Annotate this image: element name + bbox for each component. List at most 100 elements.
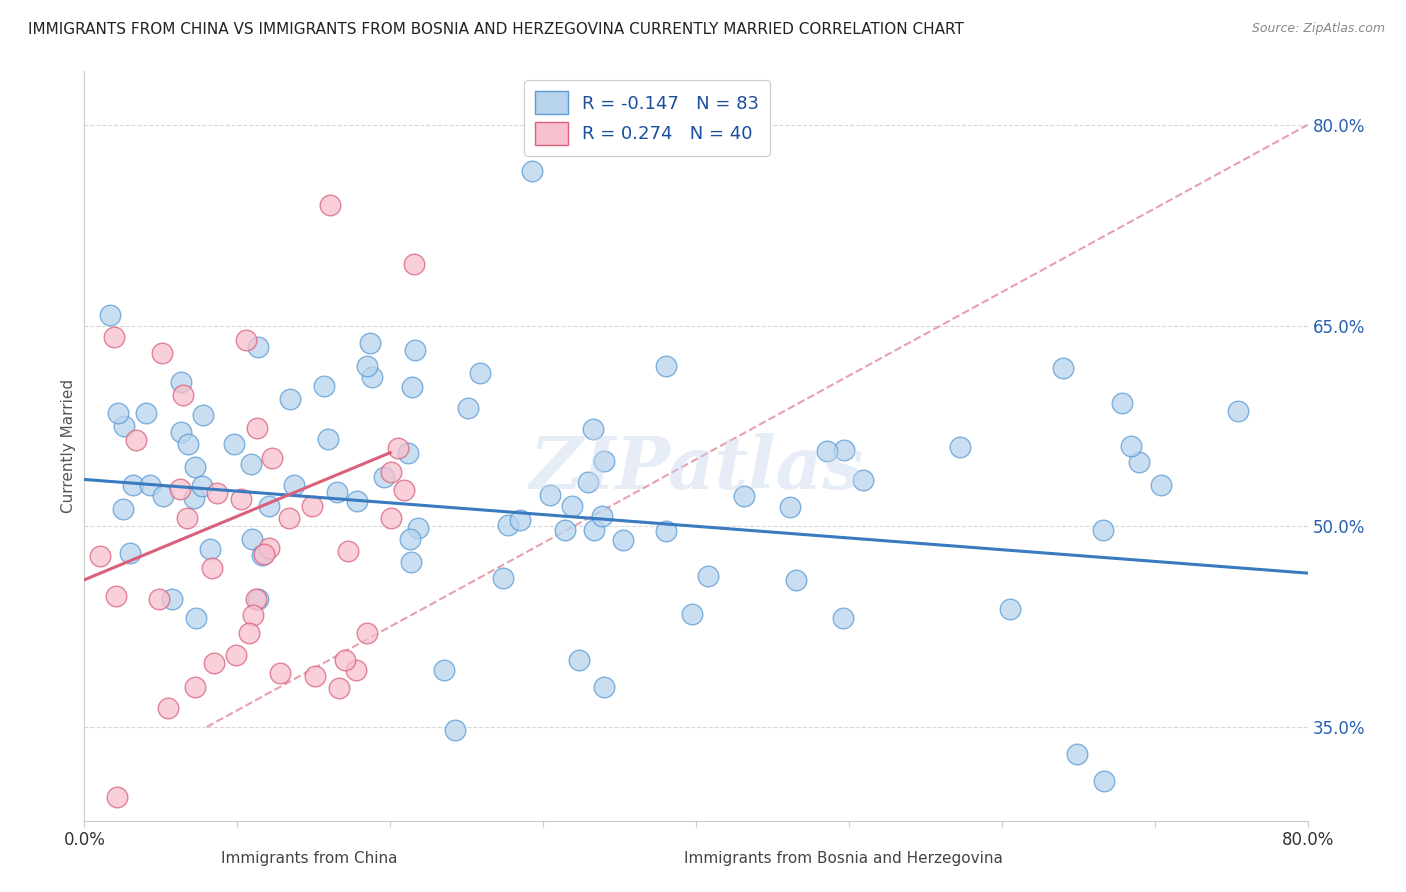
Point — [832, 611, 855, 625]
Legend: R = -0.147   N = 83, R = 0.274   N = 40: R = -0.147 N = 83, R = 0.274 N = 40 — [524, 80, 770, 156]
Point — [538, 488, 561, 502]
Point — [496, 518, 519, 533]
Point — [156, 701, 179, 715]
Text: Immigrants from Bosnia and Herzegovina: Immigrants from Bosnia and Herzegovina — [685, 852, 1002, 866]
Point — [333, 653, 356, 667]
Point — [103, 330, 125, 344]
Point — [402, 257, 425, 271]
Point — [655, 524, 678, 539]
Point — [591, 509, 613, 524]
Point — [104, 589, 127, 603]
Point — [457, 401, 479, 415]
Point — [172, 387, 194, 401]
Point — [112, 419, 135, 434]
Point — [554, 523, 576, 537]
Point — [278, 392, 301, 406]
Point — [240, 457, 263, 471]
Point — [1052, 360, 1074, 375]
Point — [118, 546, 141, 560]
Point — [190, 479, 212, 493]
Point — [177, 437, 200, 451]
Point — [201, 561, 224, 575]
Point — [170, 425, 193, 440]
Point — [319, 198, 342, 212]
Point — [582, 421, 605, 435]
Point — [229, 492, 252, 507]
Point — [283, 478, 305, 492]
Point — [98, 308, 121, 322]
Point — [318, 432, 340, 446]
Point — [361, 370, 384, 384]
Point — [733, 489, 755, 503]
Point — [262, 450, 284, 465]
Point — [1092, 523, 1115, 537]
Point — [592, 454, 614, 468]
Point — [1111, 395, 1133, 409]
Point — [160, 592, 183, 607]
Point — [1149, 478, 1171, 492]
Point — [852, 474, 875, 488]
Point — [380, 465, 402, 479]
Point — [470, 366, 492, 380]
Point — [612, 533, 634, 548]
Point — [356, 626, 378, 640]
Point — [105, 789, 128, 804]
Point — [1227, 403, 1250, 417]
Point — [592, 680, 614, 694]
Point — [125, 434, 148, 448]
Point — [344, 663, 367, 677]
Point — [337, 543, 360, 558]
Point — [328, 681, 350, 695]
Point — [1119, 439, 1142, 453]
Point — [89, 549, 111, 563]
Point — [359, 336, 381, 351]
Point — [444, 723, 467, 737]
Point — [1000, 602, 1022, 616]
Point — [207, 486, 229, 500]
Point — [815, 444, 838, 458]
Point — [184, 611, 207, 625]
Point — [183, 491, 205, 506]
Point — [246, 421, 269, 435]
Point — [250, 548, 273, 562]
Point — [406, 521, 429, 535]
Point — [235, 334, 257, 348]
Point — [247, 340, 270, 354]
Point — [225, 648, 247, 663]
Point — [785, 573, 807, 587]
Point — [193, 408, 215, 422]
Point — [399, 533, 422, 547]
Point — [394, 483, 416, 497]
Point — [373, 470, 395, 484]
Point — [433, 663, 456, 677]
Point — [224, 437, 246, 451]
Point — [253, 547, 276, 561]
Point — [107, 406, 129, 420]
Point — [278, 511, 301, 525]
Point — [204, 656, 226, 670]
Point — [257, 541, 280, 555]
Point — [582, 523, 605, 537]
Text: Immigrants from China: Immigrants from China — [221, 852, 398, 866]
Point — [150, 345, 173, 359]
Point — [576, 475, 599, 489]
Point — [245, 591, 267, 606]
Point — [832, 443, 855, 458]
Point — [184, 680, 207, 694]
Point — [949, 440, 972, 454]
Point — [522, 164, 544, 178]
Point — [304, 669, 326, 683]
Point — [269, 666, 291, 681]
Point — [380, 511, 402, 525]
Point — [240, 533, 263, 547]
Point — [401, 379, 423, 393]
Point — [399, 555, 422, 569]
Point — [561, 499, 583, 513]
Point — [568, 653, 591, 667]
Point — [779, 500, 801, 515]
Point — [246, 591, 269, 606]
Point — [356, 359, 378, 373]
Point — [1092, 773, 1115, 788]
Point — [681, 607, 703, 621]
Point — [198, 541, 221, 556]
